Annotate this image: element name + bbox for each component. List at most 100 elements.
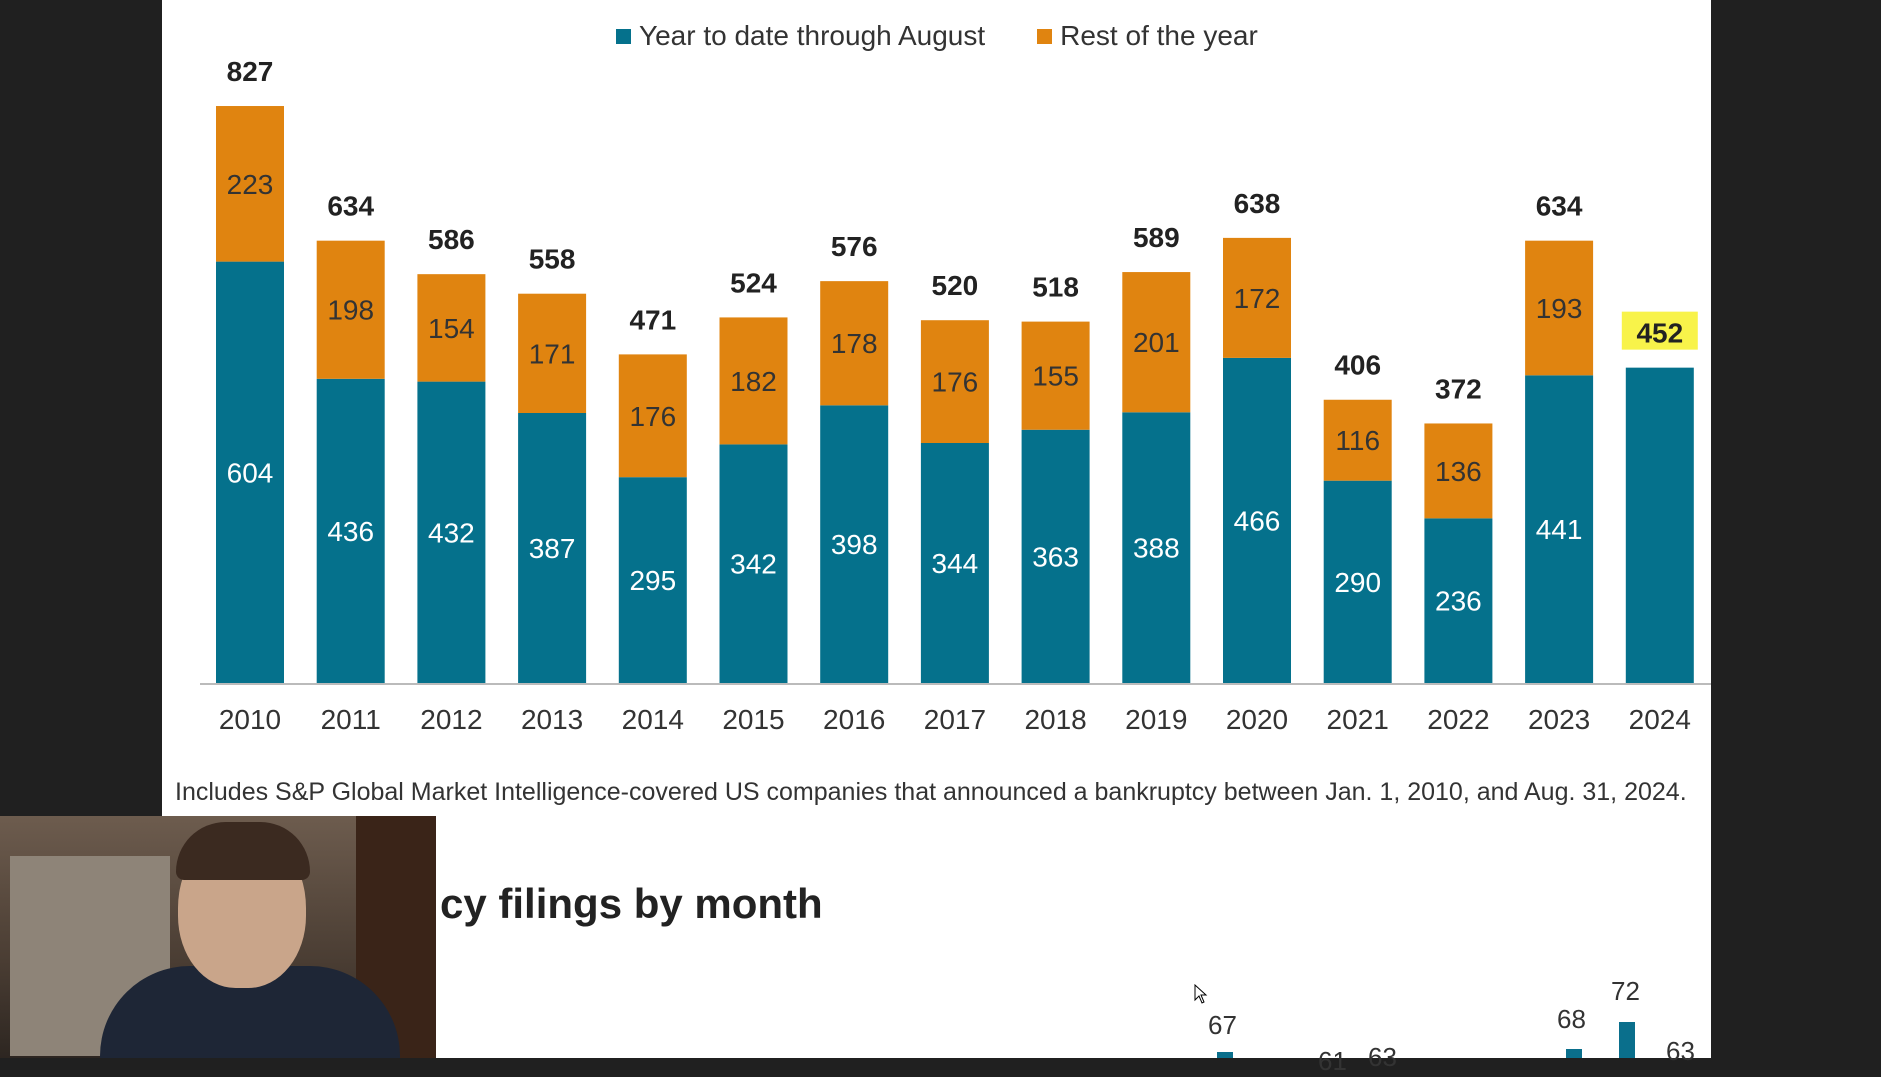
- mouse-cursor-icon: [1194, 984, 1208, 1004]
- bar-ytd: [920, 443, 989, 683]
- bar-ytd: [316, 378, 385, 683]
- bar-rest: [518, 293, 587, 413]
- x-tick-label: 2013: [521, 704, 583, 735]
- bar-ytd: [518, 413, 587, 683]
- x-tick-label: 2010: [219, 704, 281, 735]
- bar-ytd: [216, 261, 284, 683]
- bar-value-label-ytd: 290: [1334, 567, 1381, 598]
- bar-total-label: 518: [1032, 272, 1079, 303]
- bar-value-label-ytd: 342: [730, 549, 777, 580]
- bar-rest: [1021, 321, 1090, 430]
- bar-value-label-rest: 116: [1335, 425, 1380, 456]
- x-tick-label: 2023: [1528, 704, 1590, 735]
- bar-ytd: [1223, 357, 1291, 683]
- legend-item-rest: Rest of the year: [1037, 20, 1258, 52]
- x-tick-label: 2019: [1125, 704, 1187, 735]
- month-value-label: 67: [1208, 1010, 1237, 1040]
- bar-total-label: 406: [1334, 350, 1381, 381]
- x-tick-label: 2020: [1226, 704, 1288, 735]
- bar-ytd: [719, 444, 788, 683]
- legend-label-ytd: Year to date through August: [639, 20, 986, 51]
- x-tick-label: 2017: [924, 704, 986, 735]
- bar-value-label-rest: 198: [327, 295, 374, 326]
- bar-ytd: [1625, 367, 1694, 683]
- presenter-hair: [176, 822, 310, 880]
- bar-total-label: 638: [1234, 188, 1281, 219]
- bar-rest: [618, 354, 687, 478]
- x-tick-label: 2012: [420, 704, 482, 735]
- bar-total-label: 589: [1133, 222, 1180, 253]
- x-tick-label: 2024: [1629, 704, 1691, 735]
- bar-total-label: 520: [932, 270, 979, 301]
- legend-swatch-rest: [1037, 28, 1053, 44]
- bar-ytd: [417, 381, 486, 683]
- bar-rest: [719, 317, 788, 445]
- section-title: cy filings by month: [440, 880, 823, 927]
- bar-total-label: 452: [1636, 318, 1683, 349]
- bar-total-label: 372: [1435, 373, 1482, 404]
- bar-ytd: [1122, 412, 1191, 683]
- bar-rest: [820, 281, 889, 406]
- month-value-label: 72: [1611, 976, 1640, 1006]
- x-tick-label: 2018: [1024, 704, 1086, 735]
- legend-label-rest: Rest of the year: [1060, 20, 1258, 51]
- bar-value-label-ytd: 363: [1032, 541, 1079, 572]
- bar-ytd: [1525, 375, 1594, 683]
- chart-legend: Year to date through August Rest of the …: [616, 20, 1310, 52]
- bar-total-label: 586: [428, 224, 475, 255]
- bar-value-label-rest: 223: [227, 169, 274, 200]
- bar-total-label: 558: [529, 244, 576, 275]
- bar-value-label-ytd: 432: [428, 517, 475, 548]
- x-tick-label: 2014: [622, 704, 684, 735]
- bar-value-label-rest: 201: [1133, 327, 1180, 358]
- bar-ytd: [820, 405, 889, 683]
- webcam-overlay: [0, 816, 436, 1058]
- bar-total-label: 576: [831, 231, 878, 262]
- bar-rest: [1525, 240, 1594, 376]
- bar-rest: [1122, 272, 1191, 413]
- month-value-label: 63: [1666, 1036, 1695, 1066]
- bar-ytd: [1424, 518, 1493, 683]
- bar-value-label-ytd: 466: [1234, 505, 1281, 536]
- bar-rest: [216, 106, 284, 262]
- bar-value-label-ytd: 398: [831, 529, 878, 560]
- bar-value-label-ytd: 387: [529, 533, 576, 564]
- bar-total-label: 634: [327, 191, 374, 222]
- bar-value-label-ytd: 388: [1133, 533, 1180, 564]
- bar-rest: [417, 274, 486, 382]
- bar-value-label-ytd: 436: [327, 516, 374, 547]
- x-tick-label: 2016: [823, 704, 885, 735]
- bar-rest: [1323, 399, 1392, 481]
- month-value-label: 68: [1557, 1004, 1586, 1034]
- bar-ytd: [1323, 480, 1392, 683]
- bar-value-label-rest: 155: [1032, 361, 1079, 392]
- bar-total-label: 827: [227, 56, 274, 87]
- bar-rest: [1223, 237, 1291, 358]
- bar-ytd: [1021, 429, 1090, 683]
- bar-value-label-rest: 182: [730, 366, 777, 397]
- bar-value-label-rest: 176: [629, 401, 676, 432]
- month-bar: [1217, 1052, 1233, 1058]
- bar-value-label-ytd: 344: [932, 548, 979, 579]
- legend-swatch-ytd: [616, 28, 631, 44]
- x-tick-label: 2011: [321, 704, 381, 735]
- bar-total-label: 524: [730, 267, 777, 298]
- bar-value-label-ytd: 604: [227, 457, 274, 488]
- bar-value-label-rest: 176: [932, 367, 979, 398]
- bar-value-label-ytd: 295: [629, 565, 676, 596]
- bar-value-label-rest: 171: [529, 338, 576, 369]
- bar-value-label-ytd: 236: [1435, 586, 1482, 617]
- stacked-bar-chart: 6042238272010436198634201143215458620123…: [200, 56, 1711, 735]
- bar-total-label: 634: [1536, 191, 1583, 222]
- bar-value-label-ytd: 441: [1536, 514, 1583, 545]
- bar-rest: [920, 320, 989, 443]
- bar-total-label: 471: [629, 304, 676, 335]
- x-tick-label: 2015: [722, 704, 784, 735]
- month-bar: [1566, 1049, 1582, 1058]
- bar-value-label-rest: 178: [831, 328, 878, 359]
- month-value-label: 61: [1318, 1046, 1347, 1076]
- x-tick-label: 2021: [1327, 704, 1389, 735]
- bar-rest: [1424, 423, 1493, 519]
- total-highlight-box: [1621, 311, 1698, 350]
- x-tick-label: 2022: [1427, 704, 1489, 735]
